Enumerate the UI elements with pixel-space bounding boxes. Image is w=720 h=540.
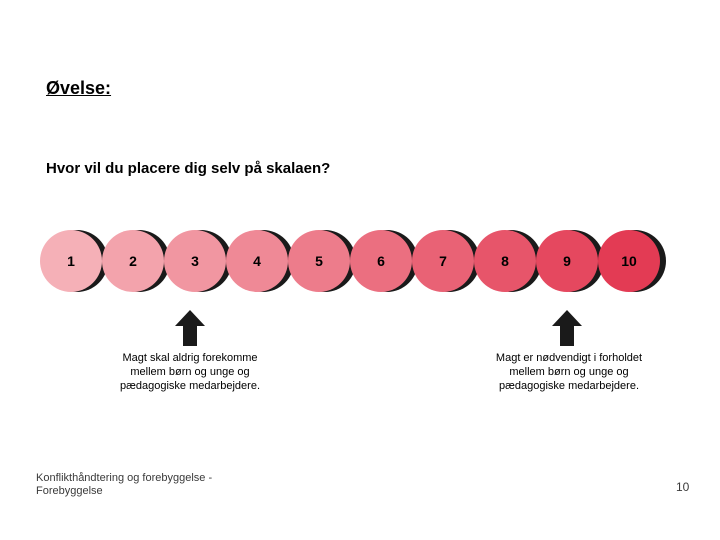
caption-right: Magt er nødvendigt i forholdet mellem bø… (490, 352, 648, 393)
caption-left-text: Magt skal aldrig forekomme mellem børn o… (120, 352, 260, 392)
exercise-title: Øvelse: (46, 78, 111, 99)
scale-label: 5 (288, 253, 350, 269)
exercise-title-text: Øvelse: (46, 78, 111, 98)
scale-label: 3 (164, 253, 226, 269)
arrow-up-right (552, 310, 582, 346)
page-number: 10 (676, 480, 689, 494)
question-text-container: Hvor vil du placere dig selv på skalaen? (46, 160, 330, 177)
scale-label: 2 (102, 253, 164, 269)
caption-left: Magt skal aldrig forekomme mellem børn o… (110, 352, 270, 393)
scale-label: 6 (350, 253, 412, 269)
scale-label: 8 (474, 253, 536, 269)
question-text: Hvor vil du placere dig selv på skalaen? (46, 160, 330, 177)
scale-label: 10 (598, 253, 660, 269)
footer-left-line1: Konflikthåndtering og forebyggelse - (36, 472, 212, 484)
arrow-up-left (175, 310, 205, 346)
caption-right-text: Magt er nødvendigt i forholdet mellem bø… (496, 352, 642, 392)
scale-label: 4 (226, 253, 288, 269)
scale-label: 1 (40, 253, 102, 269)
footer-left: Konflikthåndtering og forebyggelse - For… (36, 472, 212, 498)
footer-left-line2: Forebyggelse (36, 485, 103, 497)
page-number-text: 10 (676, 480, 689, 494)
scale-label: 7 (412, 253, 474, 269)
scale-label: 9 (536, 253, 598, 269)
